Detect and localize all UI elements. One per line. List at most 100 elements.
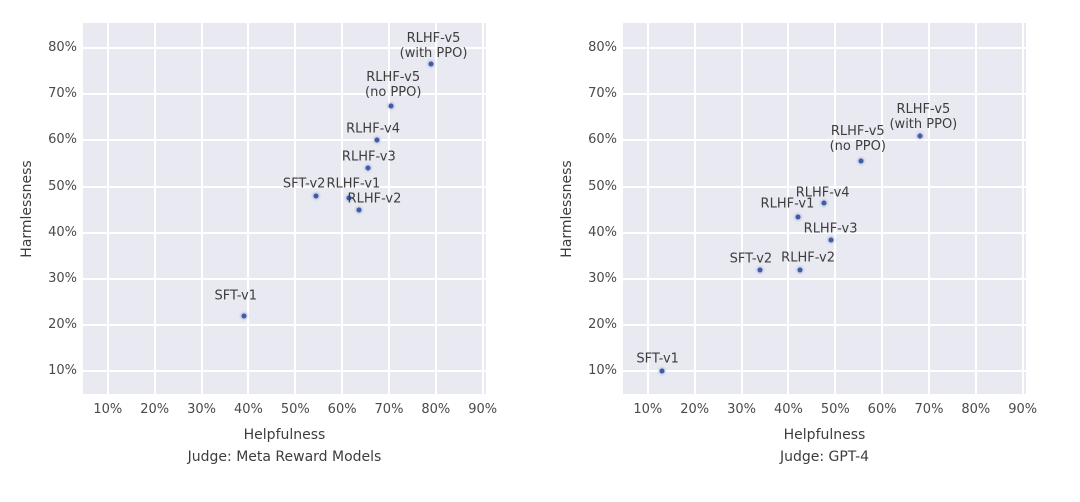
gridline [693,23,696,394]
plot-area [623,23,1026,394]
x-tick-label: 10% [93,402,123,417]
point-label: RLHF-v1 [326,176,381,192]
point-label: RLHF-v5 (no PPO) [365,70,422,101]
data-point [757,267,763,273]
chart-title: Judge: Meta Reward Models [187,449,382,465]
data-point [659,368,665,374]
x-tick-label: 70% [914,402,944,417]
point-label: RLHF-v2 [347,191,402,207]
gridline [83,93,486,96]
point-label: RLHF-v5 (with PPO) [399,31,468,62]
y-tick-label: 60% [48,132,77,148]
data-point [428,61,434,67]
gridline [834,23,837,394]
gridline [623,277,1026,280]
x-tick-label: 90% [1008,402,1038,417]
y-tick-label: 80% [588,39,617,55]
data-point [388,103,394,109]
data-point [241,313,247,319]
gridline [623,93,1026,96]
point-label: RLHF-v4 [346,121,400,137]
data-point [917,133,923,139]
x-axis-label: Helpfulness [783,427,866,443]
gridline [387,23,390,394]
gridline [83,277,486,280]
gridline [106,23,109,394]
gridline [1021,23,1024,394]
point-label: RLHF-v3 [341,149,396,165]
x-tick-label: 30% [187,402,216,417]
x-tick-label: 20% [680,402,710,417]
gridline [623,185,1026,188]
plot-area [83,23,486,394]
x-tick-label: 60% [867,402,897,417]
x-tick-label: 90% [468,402,498,417]
y-tick-label: 10% [48,363,77,379]
gridline [83,231,486,234]
gridline [623,139,1026,142]
point-label: RLHF-v3 [803,221,858,237]
x-tick-label: 40% [773,402,803,417]
data-point [374,137,380,143]
data-point [365,165,371,171]
y-tick-label: 50% [588,178,617,194]
y-tick-label: 70% [588,86,617,102]
gridline [881,23,884,394]
gridline [787,23,790,394]
x-tick-label: 50% [820,402,850,417]
x-tick-label: 20% [140,402,170,417]
gridline [294,23,297,394]
data-point [858,158,864,164]
gridline [927,23,930,394]
point-label: RLHF-v5 (with PPO) [889,101,958,132]
gridline [83,46,486,49]
chart-title: Judge: GPT-4 [779,449,870,465]
point-label: RLHF-v1 [760,196,815,212]
x-axis-label: Helpfulness [243,427,326,443]
y-tick-label: 40% [588,224,617,240]
y-tick-label: 80% [48,39,77,55]
data-point [828,237,834,243]
point-label: SFT-v1 [636,351,679,367]
y-axis-label: Harmlessness [559,159,575,258]
point-label: RLHF-v4 [795,185,850,201]
gridline [153,23,156,394]
gridline [481,23,484,394]
x-tick-label: 80% [961,402,991,417]
y-tick-label: 40% [48,224,77,240]
data-point [797,267,803,273]
x-tick-label: 40% [233,402,263,417]
gridline [83,139,486,142]
gridline [83,185,486,188]
point-label: SFT-v2 [729,251,773,267]
gridline [83,370,486,373]
y-tick-label: 50% [48,178,77,194]
gridline [83,324,486,327]
data-point [821,200,827,206]
x-tick-label: 30% [727,402,756,417]
point-label: SFT-v2 [282,176,326,192]
gridline [740,23,743,394]
x-tick-label: 10% [633,402,663,417]
point-label: RLHF-v2 [781,250,836,266]
y-tick-label: 10% [588,363,617,379]
gridline [341,23,344,394]
gridline [623,46,1026,49]
gridline [247,23,250,394]
x-tick-label: 70% [374,402,404,417]
gridline [974,23,977,394]
y-tick-label: 20% [48,317,77,333]
y-tick-label: 30% [48,270,77,286]
x-tick-label: 60% [327,402,357,417]
y-tick-label: 70% [48,86,77,102]
gridline [623,370,1026,373]
gridline [623,324,1026,327]
data-point [356,207,362,213]
x-tick-label: 80% [421,402,451,417]
data-point [795,214,801,220]
y-tick-label: 30% [588,270,617,286]
data-point [313,193,319,199]
point-label: SFT-v1 [214,288,258,304]
